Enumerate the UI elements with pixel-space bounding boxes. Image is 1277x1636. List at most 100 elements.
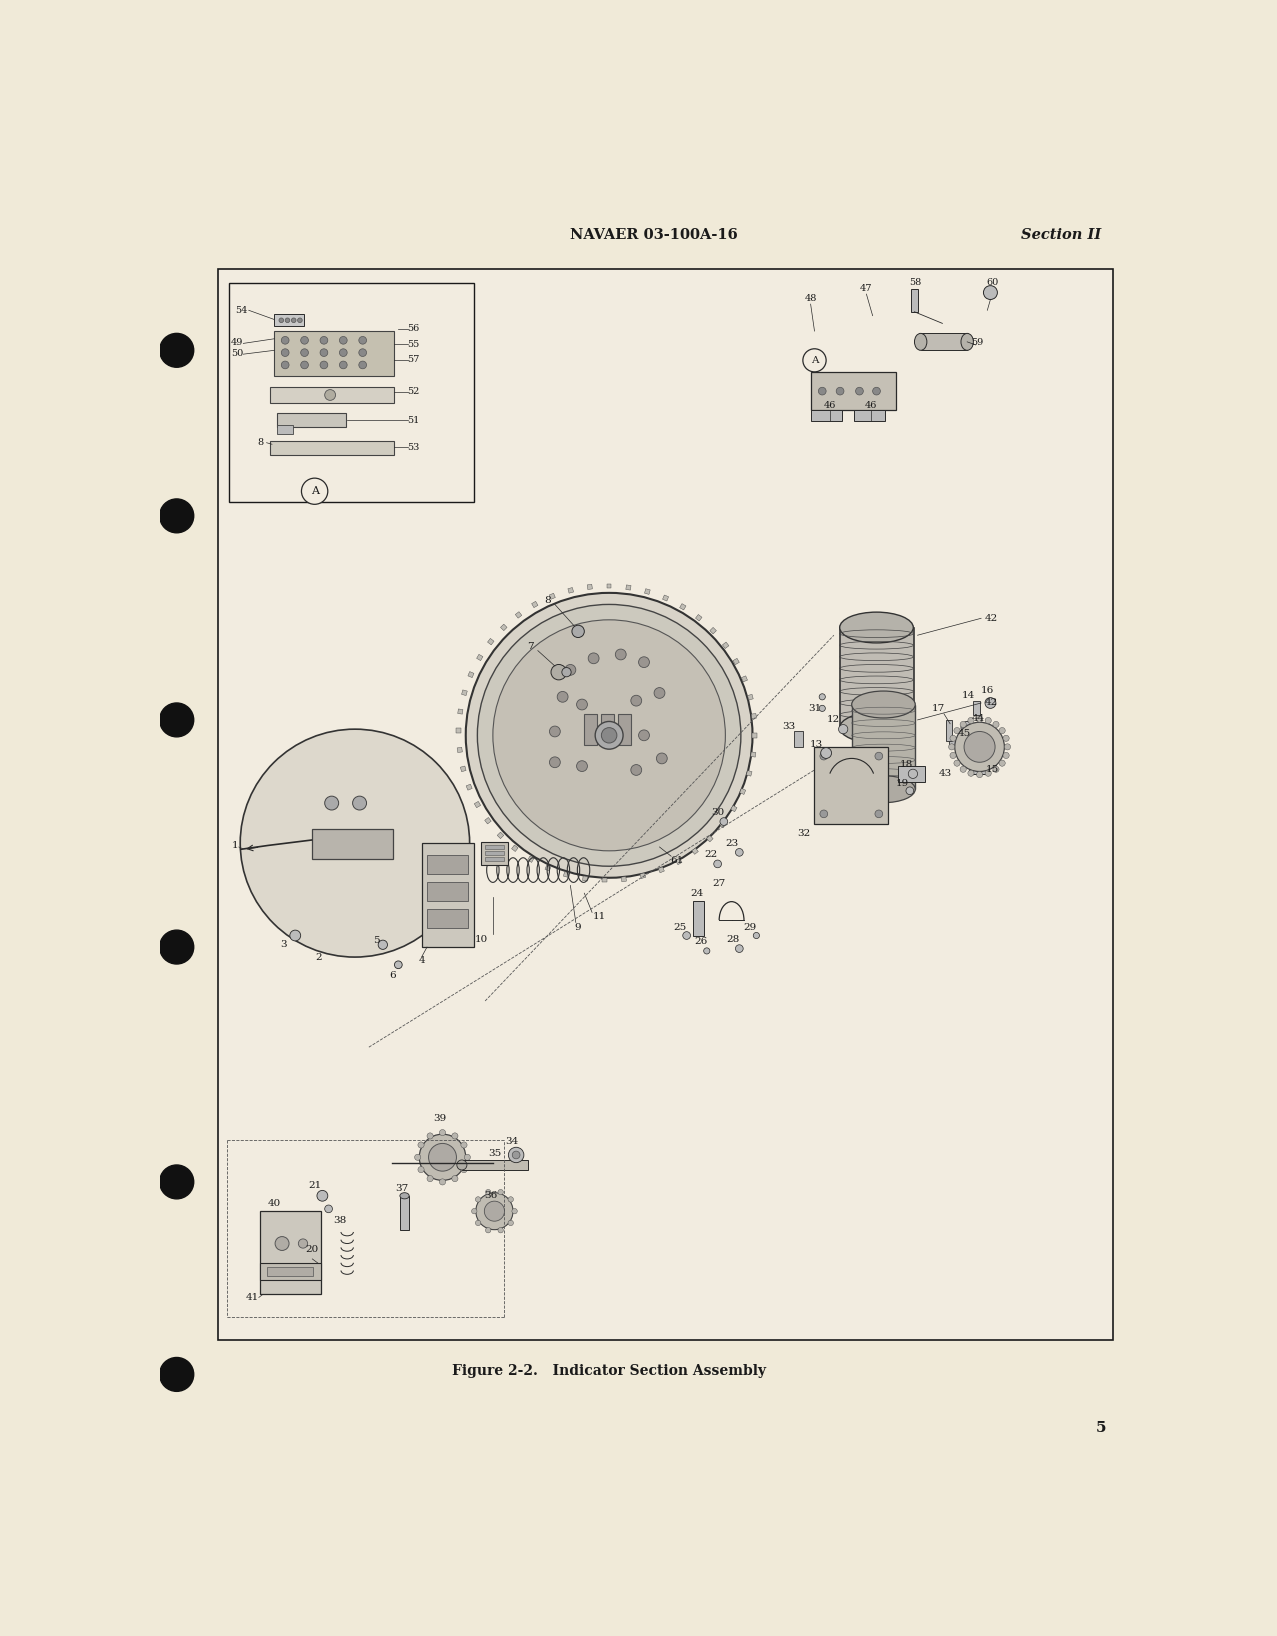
Circle shape	[577, 699, 587, 710]
Bar	[261, 1263, 321, 1279]
Circle shape	[275, 1237, 289, 1250]
Text: 46: 46	[824, 401, 836, 411]
Bar	[512, 846, 518, 851]
Circle shape	[960, 766, 967, 772]
Text: 10: 10	[475, 934, 488, 944]
Bar	[723, 641, 729, 648]
Text: 11: 11	[594, 911, 607, 921]
Text: 58: 58	[909, 278, 922, 286]
Bar	[811, 371, 896, 411]
Circle shape	[291, 317, 296, 322]
Circle shape	[485, 1227, 490, 1234]
Circle shape	[954, 761, 960, 766]
Bar	[271, 442, 395, 455]
Circle shape	[508, 1196, 513, 1202]
Circle shape	[160, 334, 194, 366]
Circle shape	[321, 348, 328, 357]
Bar	[626, 586, 631, 591]
Circle shape	[160, 931, 194, 964]
Bar	[618, 713, 631, 744]
Circle shape	[300, 337, 309, 344]
Circle shape	[820, 810, 827, 818]
Circle shape	[240, 730, 470, 957]
Ellipse shape	[840, 612, 913, 643]
Bar	[488, 638, 494, 645]
Circle shape	[999, 761, 1005, 766]
Ellipse shape	[914, 334, 927, 350]
Text: 42: 42	[985, 614, 999, 623]
Bar	[218, 270, 1112, 1340]
Text: 45: 45	[958, 730, 971, 738]
Bar	[457, 708, 464, 715]
Text: 44: 44	[972, 713, 985, 723]
Bar	[852, 705, 916, 789]
Circle shape	[872, 388, 880, 394]
Circle shape	[301, 478, 328, 504]
Circle shape	[572, 625, 585, 638]
Circle shape	[340, 337, 347, 344]
Ellipse shape	[852, 690, 916, 718]
Bar	[457, 748, 462, 753]
Ellipse shape	[852, 775, 916, 803]
Text: 15: 15	[986, 766, 1000, 774]
Bar	[658, 867, 664, 872]
Circle shape	[485, 1189, 490, 1194]
Bar	[854, 411, 885, 420]
Circle shape	[452, 1176, 458, 1181]
Bar	[563, 872, 570, 877]
Bar	[898, 766, 926, 782]
Circle shape	[471, 1209, 478, 1214]
Circle shape	[439, 1129, 446, 1135]
Bar	[461, 690, 467, 695]
Bar	[751, 713, 756, 718]
Bar	[485, 857, 504, 861]
Text: Section II: Section II	[1022, 227, 1101, 242]
Bar	[531, 602, 538, 607]
Circle shape	[439, 1180, 446, 1184]
Text: 21: 21	[308, 1181, 322, 1191]
Circle shape	[819, 694, 825, 700]
Circle shape	[720, 818, 728, 826]
Circle shape	[819, 388, 826, 394]
Text: Figure 2-2.   Indicator Section Assembly: Figure 2-2. Indicator Section Assembly	[452, 1363, 766, 1378]
Circle shape	[281, 362, 289, 368]
Text: 28: 28	[727, 934, 739, 944]
Bar	[582, 875, 587, 882]
Circle shape	[968, 718, 974, 723]
Text: 24: 24	[690, 888, 704, 898]
Circle shape	[985, 697, 996, 708]
Text: 43: 43	[939, 769, 951, 779]
Bar	[696, 615, 702, 622]
Bar	[679, 604, 686, 610]
Bar	[277, 425, 292, 434]
Circle shape	[298, 317, 303, 322]
Circle shape	[550, 664, 567, 681]
Text: 9: 9	[575, 923, 581, 933]
Bar	[461, 766, 466, 772]
Circle shape	[498, 1189, 503, 1194]
Circle shape	[299, 1238, 308, 1248]
Text: 5: 5	[1096, 1422, 1106, 1435]
Text: 16: 16	[981, 685, 994, 695]
Circle shape	[498, 1227, 503, 1234]
Text: 46: 46	[865, 401, 877, 411]
Text: 19: 19	[895, 779, 909, 787]
Circle shape	[429, 1144, 456, 1171]
Bar	[427, 854, 469, 874]
Circle shape	[415, 1155, 421, 1160]
Circle shape	[985, 771, 991, 777]
Bar	[603, 879, 607, 882]
Circle shape	[1002, 753, 1009, 759]
Circle shape	[321, 337, 328, 344]
Text: 40: 40	[268, 1199, 281, 1207]
Text: 60: 60	[987, 278, 999, 286]
Circle shape	[378, 941, 387, 949]
Circle shape	[564, 664, 576, 676]
Circle shape	[595, 721, 623, 749]
Circle shape	[321, 362, 328, 368]
Circle shape	[803, 348, 826, 371]
Bar	[969, 743, 987, 774]
Circle shape	[962, 721, 973, 735]
Text: 13: 13	[810, 739, 824, 749]
Circle shape	[631, 695, 641, 707]
